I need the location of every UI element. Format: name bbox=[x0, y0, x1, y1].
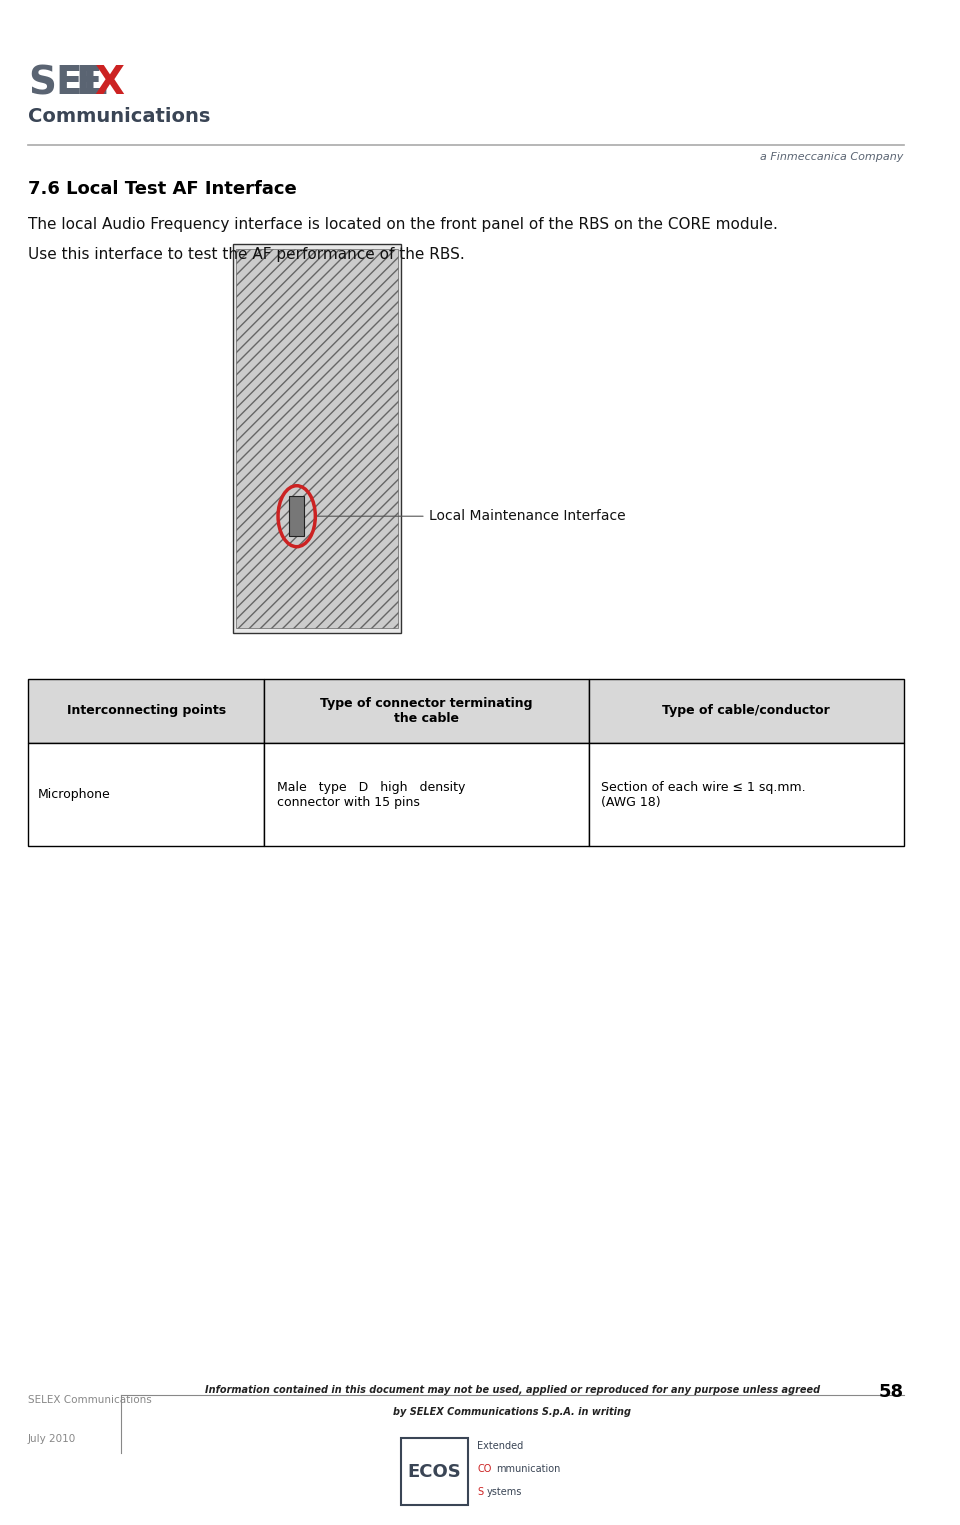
FancyBboxPatch shape bbox=[264, 743, 588, 846]
FancyBboxPatch shape bbox=[28, 679, 264, 743]
Text: Type of cable/conductor: Type of cable/conductor bbox=[662, 705, 830, 717]
Text: Information contained in this document may not be used, applied or reproduced fo: Information contained in this document m… bbox=[204, 1385, 820, 1395]
FancyBboxPatch shape bbox=[588, 743, 904, 846]
Text: Section of each wire ≤ 1 sq.mm.
(AWG 18): Section of each wire ≤ 1 sq.mm. (AWG 18) bbox=[601, 781, 805, 808]
FancyBboxPatch shape bbox=[28, 743, 264, 846]
FancyBboxPatch shape bbox=[588, 679, 904, 743]
Text: July 2010: July 2010 bbox=[28, 1434, 76, 1444]
Text: CO: CO bbox=[477, 1464, 492, 1475]
Text: Communications: Communications bbox=[28, 107, 210, 125]
Text: SEL: SEL bbox=[28, 64, 108, 102]
FancyBboxPatch shape bbox=[400, 1438, 468, 1505]
Text: 7.6 Local Test AF Interface: 7.6 Local Test AF Interface bbox=[28, 180, 297, 198]
FancyBboxPatch shape bbox=[289, 497, 304, 537]
Text: by SELEX Communications S.p.A. in writing: by SELEX Communications S.p.A. in writin… bbox=[394, 1406, 632, 1417]
Text: The local Audio Frequency interface is located on the front panel of the RBS on : The local Audio Frequency interface is l… bbox=[28, 217, 778, 232]
FancyBboxPatch shape bbox=[264, 679, 588, 743]
Text: S: S bbox=[477, 1487, 483, 1498]
Text: Extended: Extended bbox=[477, 1441, 523, 1452]
Text: ystems: ystems bbox=[487, 1487, 522, 1498]
Text: Male   type   D   high   density
connector with 15 pins: Male type D high density connector with … bbox=[277, 781, 466, 808]
Text: ECOS: ECOS bbox=[407, 1462, 461, 1481]
Text: SELEX Communications: SELEX Communications bbox=[28, 1394, 152, 1405]
FancyBboxPatch shape bbox=[233, 244, 400, 633]
Text: X: X bbox=[94, 64, 124, 102]
Text: Local Maintenance Interface: Local Maintenance Interface bbox=[318, 509, 625, 523]
Text: E: E bbox=[76, 64, 102, 102]
Text: a Finmeccanica Company: a Finmeccanica Company bbox=[760, 152, 904, 163]
Text: Use this interface to test the AF performance of the RBS.: Use this interface to test the AF perfor… bbox=[28, 247, 465, 262]
Text: mmunication: mmunication bbox=[495, 1464, 560, 1475]
Text: 58: 58 bbox=[878, 1383, 904, 1401]
Text: Type of connector terminating
the cable: Type of connector terminating the cable bbox=[321, 697, 533, 724]
Text: Microphone: Microphone bbox=[37, 788, 110, 801]
FancyBboxPatch shape bbox=[236, 249, 397, 628]
Text: Interconnecting points: Interconnecting points bbox=[66, 705, 226, 717]
